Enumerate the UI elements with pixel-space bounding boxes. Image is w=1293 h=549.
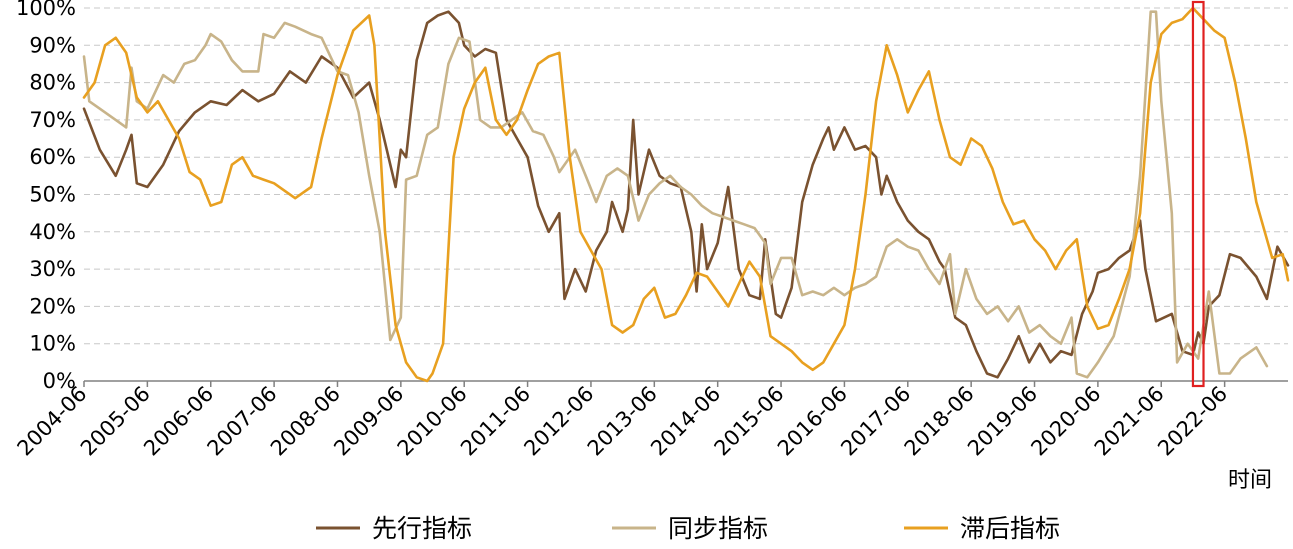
y-tick-label: 60% [29, 145, 76, 169]
legend-label-2: 同步指标 [668, 514, 768, 543]
series-line-2 [82, 10, 1269, 379]
y-tick-label: 70% [29, 108, 76, 132]
highlight-rect [1191, 0, 1205, 388]
legend-label-3: 滞后指标 [960, 514, 1060, 543]
legend-label-1: 先行指标 [372, 514, 472, 543]
gridlines [84, 7, 1288, 345]
y-tick-label: 0% [43, 369, 76, 393]
y-tick-label: 90% [29, 33, 76, 57]
x-axis: 2004-062005-062006-062007-062008-062009-… [13, 380, 1288, 461]
y-tick-label: 40% [29, 220, 76, 244]
y-tick-label: 80% [29, 71, 76, 95]
y-tick-label: 20% [29, 294, 76, 318]
highlight-box [1191, 0, 1205, 388]
y-tick-label: 10% [29, 332, 76, 356]
y-tick-label: 50% [29, 183, 76, 207]
series-line-3 [82, 6, 1290, 383]
y-axis-ticks: 0% 10% 20% 30% 40% 50% 60% 70% 80% 90% 100% [16, 0, 76, 393]
y-tick-label: 30% [29, 257, 76, 281]
x-tick-label: 2022-06 [1153, 382, 1232, 461]
y-tick-label: 100% [16, 0, 76, 20]
x-axis-label: 时间 [1228, 468, 1272, 493]
series-lines [82, 6, 1290, 383]
legend: 先行指标 同步指标 滞后指标 [316, 514, 1060, 543]
series-line-1 [82, 10, 1290, 379]
